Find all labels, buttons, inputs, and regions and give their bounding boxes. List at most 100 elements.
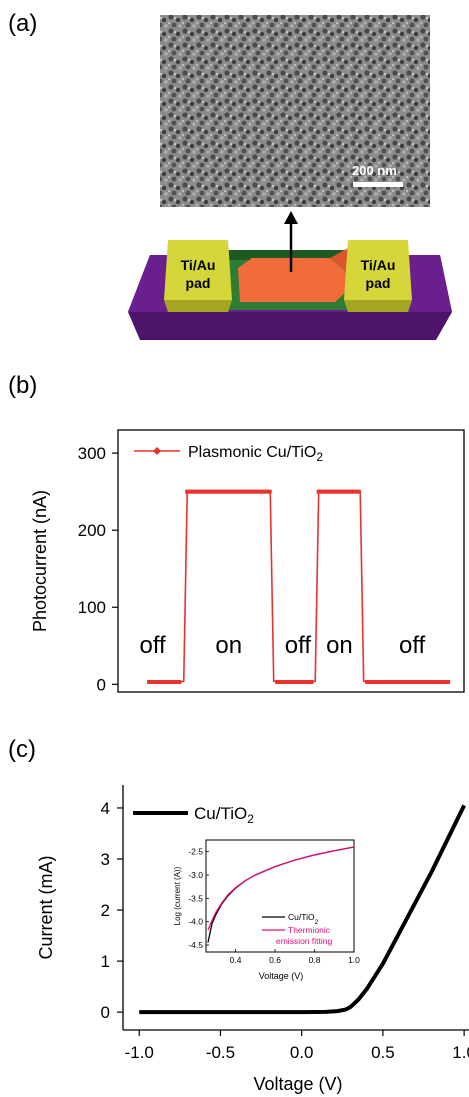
chart-c-xtick-label: 0.0 — [290, 1043, 314, 1062]
inset-xtick-label: 0.8 — [309, 955, 321, 965]
chart-c-legend: Cu/TiO2 — [133, 804, 254, 826]
chart-b-point — [185, 489, 190, 494]
inset-ytick-label: -2.5 — [188, 847, 203, 857]
chart-b-point — [334, 489, 339, 494]
green-layer-edge — [210, 250, 358, 260]
panel-b-letter: (b) — [8, 372, 38, 399]
chart-b-point — [174, 679, 179, 684]
inset-series-line — [207, 846, 355, 931]
scale-bar-label: 200 nm — [352, 163, 397, 178]
right-pad-side — [344, 300, 412, 312]
scale-bar — [353, 182, 403, 187]
chart-b-point — [302, 679, 307, 684]
legend-b-marker — [153, 447, 161, 455]
chart-b-annotation: on — [215, 632, 242, 659]
chart-b-ytick-label: 300 — [78, 444, 106, 463]
chart-b-ytick-label: 100 — [78, 598, 106, 617]
chart-c-series-line — [139, 804, 466, 1015]
chart-b-point — [220, 489, 225, 494]
left-pad-label-line1: Ti/Au — [181, 257, 216, 273]
chart-b-annotation: off — [399, 632, 426, 659]
chart-b-point — [197, 489, 202, 494]
chart-c-ytick-label: 2 — [101, 901, 110, 920]
chart-b-point — [240, 489, 245, 494]
chart-b-point — [212, 489, 217, 494]
chart-c-xtick-label: 1.0 — [452, 1043, 469, 1062]
arrow-head-icon — [284, 211, 298, 224]
chart-b-point — [235, 489, 240, 494]
chart-b-point — [436, 679, 441, 684]
chart-b-point — [438, 679, 443, 684]
inset-xaxis: 0.4 0.6 0.8 1.0 — [230, 949, 360, 965]
chart-b-point — [245, 489, 250, 494]
chart-b-point — [418, 679, 423, 684]
chart-c-ytick-label: 1 — [101, 952, 110, 971]
chart-b-point — [431, 679, 436, 684]
chart-b-point — [386, 679, 391, 684]
panel-c: 0 1 2 3 4 -1.0 -0.5 0.0 0.5 1.0 Current (mA) Vol… — [36, 785, 469, 1094]
inset-ytick-label: -3.0 — [188, 870, 203, 880]
inset-legend-label-2b: emission fitting — [276, 936, 332, 946]
inset-xlabel: Voltage (V) — [259, 971, 304, 981]
chart-c-ytick-label: 4 — [101, 799, 110, 818]
legend-b-label: Plasmonic Cu/TiO2 — [188, 444, 323, 464]
chart-b-point — [383, 679, 388, 684]
chart-b-point — [398, 679, 403, 684]
chart-b-point — [159, 679, 164, 684]
chart-b-point — [411, 679, 416, 684]
panel-c-letter: (c) — [8, 736, 36, 763]
chart-b-point — [215, 489, 220, 494]
chart-b-yaxis: 0 100 200 300 — [78, 444, 118, 694]
chart-c-inset: -2.5 -3.0 -3.5 -4.0 -4.5 0.4 0.6 0.8 1.0 Voltag… — [173, 839, 360, 981]
chart-b-point — [200, 489, 205, 494]
chart-b-point — [378, 679, 383, 684]
chart-b-point — [368, 679, 373, 684]
chart-b-point — [373, 679, 378, 684]
chart-c-series — [139, 804, 466, 1015]
chart-b-point — [304, 679, 309, 684]
chart-b-point — [346, 489, 351, 494]
chart-b-point — [299, 679, 304, 684]
chart-b-point — [307, 679, 312, 684]
sem-image — [160, 15, 430, 207]
chart-b-annotation: on — [326, 632, 353, 659]
chart-b-point — [321, 489, 326, 494]
chart-b-point — [408, 679, 413, 684]
chart-b-point — [297, 679, 302, 684]
chart-c-xaxis: -1.0 -0.5 0.0 0.5 1.0 — [125, 1030, 469, 1062]
inset-yaxis: -2.5 -3.0 -3.5 -4.0 -4.5 — [188, 847, 209, 950]
chart-b-point — [423, 679, 428, 684]
chart-b-point — [388, 679, 393, 684]
chart-b-point — [349, 489, 354, 494]
chart-b-point — [294, 679, 299, 684]
left-pad-side — [164, 300, 232, 312]
chart-b-point — [252, 489, 257, 494]
chart-b-point — [428, 679, 433, 684]
chart-b-ytick-label: 0 — [97, 675, 106, 694]
device-schematic — [128, 240, 452, 340]
chart-b-point — [326, 489, 331, 494]
chart-b-point — [426, 679, 431, 684]
chart-b-point — [169, 679, 174, 684]
chart-b-point — [195, 489, 200, 494]
chart-b-point — [443, 679, 448, 684]
chart-b-point — [329, 489, 334, 494]
orange-film — [238, 258, 346, 302]
chart-b-point — [354, 489, 359, 494]
chart-b-point — [267, 489, 272, 494]
chart-b-point — [319, 489, 324, 494]
chart-b-point — [207, 489, 212, 494]
inset-xtick-label: 1.0 — [348, 955, 360, 965]
inset-frame — [205, 839, 355, 953]
chart-b-point — [217, 489, 222, 494]
chart-b-point — [344, 489, 349, 494]
chart-c-ylabel: Current (mA) — [36, 855, 56, 959]
chart-b-point — [162, 679, 167, 684]
chart-b-annotations: off on off on off — [139, 632, 425, 659]
chart-b-point — [336, 489, 341, 494]
chart-b-point — [260, 489, 265, 494]
chart-b-annotation: off — [139, 632, 166, 659]
chart-c-xlabel: Voltage (V) — [253, 1074, 342, 1094]
chart-b-point — [401, 679, 406, 684]
